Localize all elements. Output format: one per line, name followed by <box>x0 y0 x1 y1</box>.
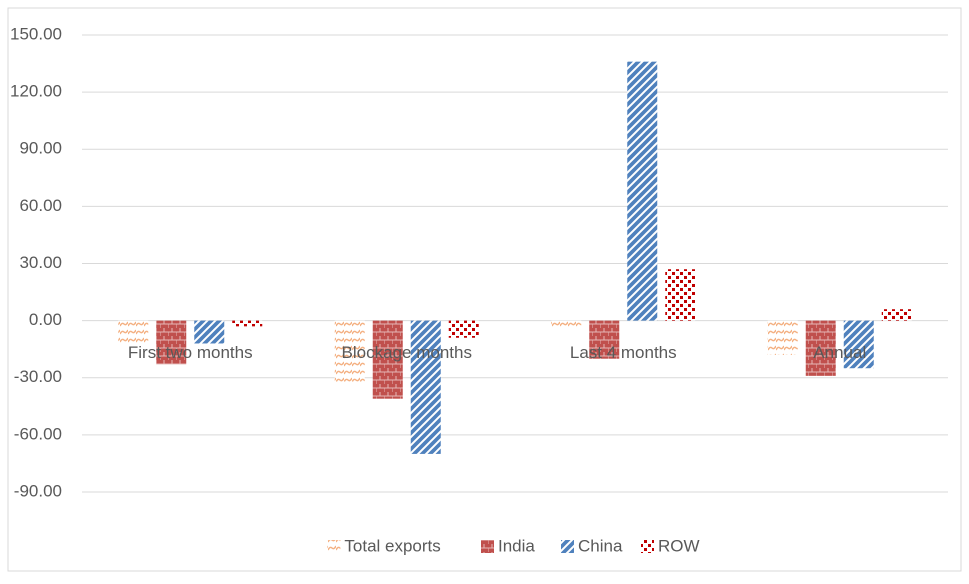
legend-swatch <box>561 540 574 553</box>
bar <box>194 320 225 344</box>
y-tick-label: -30.00 <box>14 367 62 386</box>
bar <box>805 320 836 376</box>
y-tick-label: -90.00 <box>14 481 62 500</box>
bar <box>334 320 365 382</box>
bar <box>410 320 441 454</box>
legend-swatch <box>481 540 494 553</box>
legend-label: China <box>578 536 623 555</box>
legend-label: India <box>498 536 535 555</box>
bar <box>448 320 479 338</box>
bar <box>372 320 403 399</box>
bar <box>551 320 582 329</box>
bar <box>118 320 149 346</box>
y-tick-label: 30.00 <box>19 253 62 272</box>
x-tick-label: Annual <box>813 343 866 362</box>
y-tick-label: 120.00 <box>10 82 62 101</box>
bar <box>156 320 187 365</box>
legend-swatch <box>641 540 654 553</box>
x-tick-label: Blockage months <box>342 343 472 362</box>
y-tick-label: 90.00 <box>19 139 62 158</box>
legend-swatch <box>327 540 341 553</box>
bar <box>767 320 798 355</box>
bar <box>665 269 696 321</box>
legend-label: Total exports <box>344 536 440 555</box>
bar <box>627 61 658 321</box>
bar <box>589 320 620 359</box>
y-tick-label: -60.00 <box>14 424 62 443</box>
x-tick-label: First two months <box>128 343 253 362</box>
x-tick-label: Last 4 months <box>570 343 677 362</box>
legend-label: ROW <box>658 536 700 555</box>
bar <box>881 309 912 321</box>
y-tick-label: 60.00 <box>19 196 62 215</box>
bar <box>843 320 874 369</box>
y-tick-label: 0.00 <box>29 310 62 329</box>
chart-border <box>7 7 962 572</box>
bar <box>232 320 263 327</box>
y-tick-label: 150.00 <box>10 24 62 43</box>
